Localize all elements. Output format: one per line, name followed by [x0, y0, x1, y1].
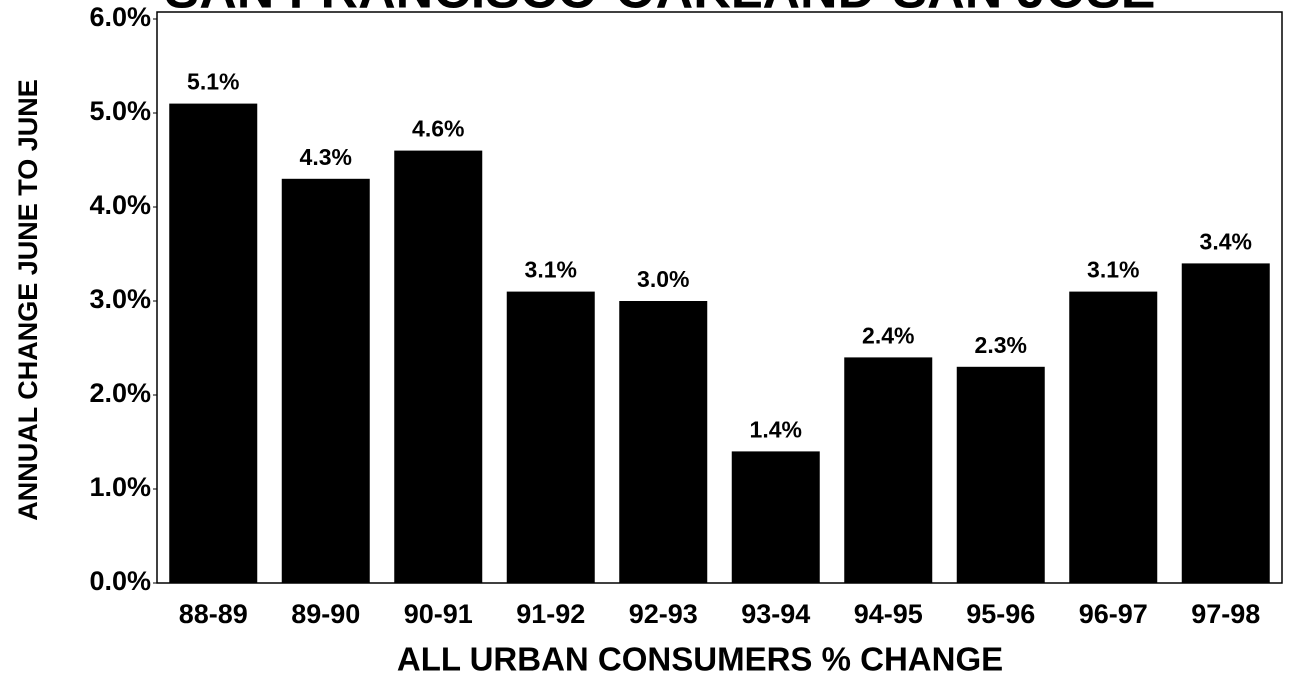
- value-label: 2.3%: [975, 332, 1027, 358]
- value-label: 3.1%: [525, 257, 577, 283]
- y-tick-label: 5.0%: [89, 96, 151, 126]
- value-label: 5.1%: [187, 69, 239, 95]
- x-tick-label: 91-92: [516, 599, 585, 629]
- value-label: 3.1%: [1087, 257, 1139, 283]
- y-tick-label: 2.0%: [89, 378, 151, 408]
- y-tick-label: 6.0%: [89, 2, 151, 32]
- bar: [956, 366, 1045, 583]
- x-tick-label: 95-96: [966, 599, 1035, 629]
- value-label: 2.4%: [862, 322, 914, 348]
- bar: [169, 103, 258, 583]
- value-label: 3.0%: [637, 266, 689, 292]
- y-tick-label: 4.0%: [89, 190, 151, 220]
- y-tick-label: 0.0%: [89, 566, 151, 596]
- value-label: 4.3%: [300, 144, 352, 170]
- value-label: 1.4%: [750, 416, 802, 442]
- x-tick-label: 93-94: [741, 599, 810, 629]
- x-axis-label: ALL URBAN CONSUMERS % CHANGE: [397, 641, 1003, 678]
- bar: [1069, 291, 1158, 583]
- x-tick-label: 92-93: [629, 599, 698, 629]
- value-label: 3.4%: [1200, 228, 1252, 254]
- plot-frame: [156, 11, 1283, 584]
- chart-title: SAN FRANCISCO-OAKLAND-SAN JOSE: [165, 0, 1156, 20]
- x-tick-label: 88-89: [179, 599, 248, 629]
- bar: [844, 357, 933, 583]
- bar: [731, 451, 820, 583]
- bar: [619, 301, 708, 583]
- bar: [1181, 263, 1270, 583]
- y-tick-label: 1.0%: [89, 472, 151, 502]
- bar: [506, 291, 595, 583]
- value-label: 4.6%: [412, 116, 464, 142]
- x-tick-label: 94-95: [854, 599, 923, 629]
- y-axis-label: ANNUAL CHANGE JUNE TO JUNE: [13, 79, 43, 521]
- x-tick-label: 89-90: [291, 599, 360, 629]
- bar: [394, 150, 483, 583]
- bar: [281, 178, 370, 584]
- y-tick-label: 3.0%: [89, 284, 151, 314]
- x-tick-label: 97-98: [1191, 599, 1260, 629]
- x-tick-label: 96-97: [1079, 599, 1148, 629]
- x-tick-label: 90-91: [404, 599, 473, 629]
